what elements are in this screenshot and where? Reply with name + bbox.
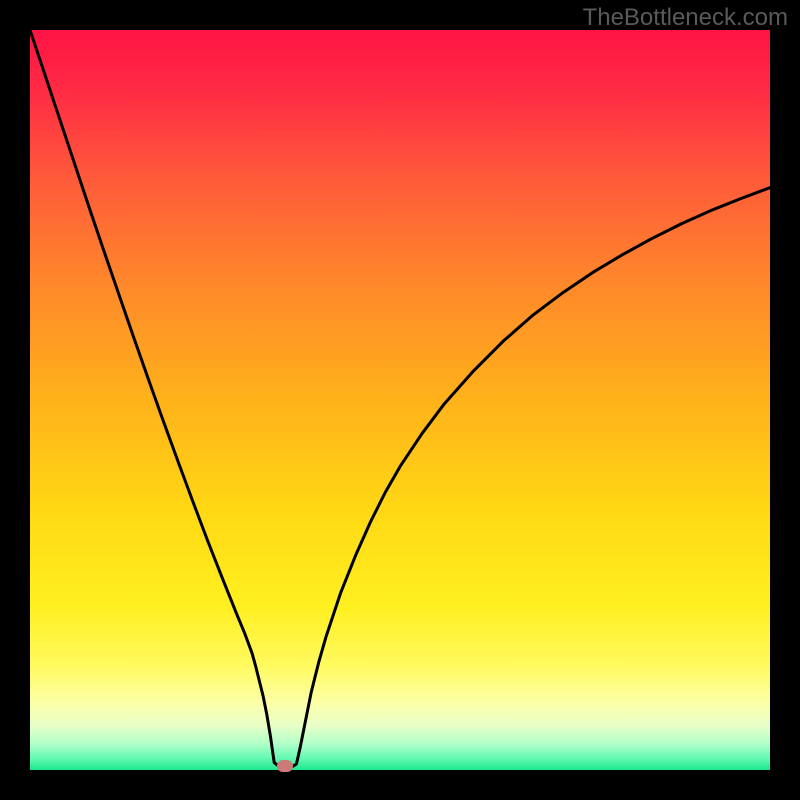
chart-frame: TheBottleneck.com — [0, 0, 800, 800]
bottleneck-curve — [30, 30, 770, 770]
optimum-marker — [277, 760, 293, 772]
plot-area — [30, 30, 770, 770]
watermark-text: TheBottleneck.com — [583, 4, 788, 32]
curve-path — [30, 30, 770, 767]
